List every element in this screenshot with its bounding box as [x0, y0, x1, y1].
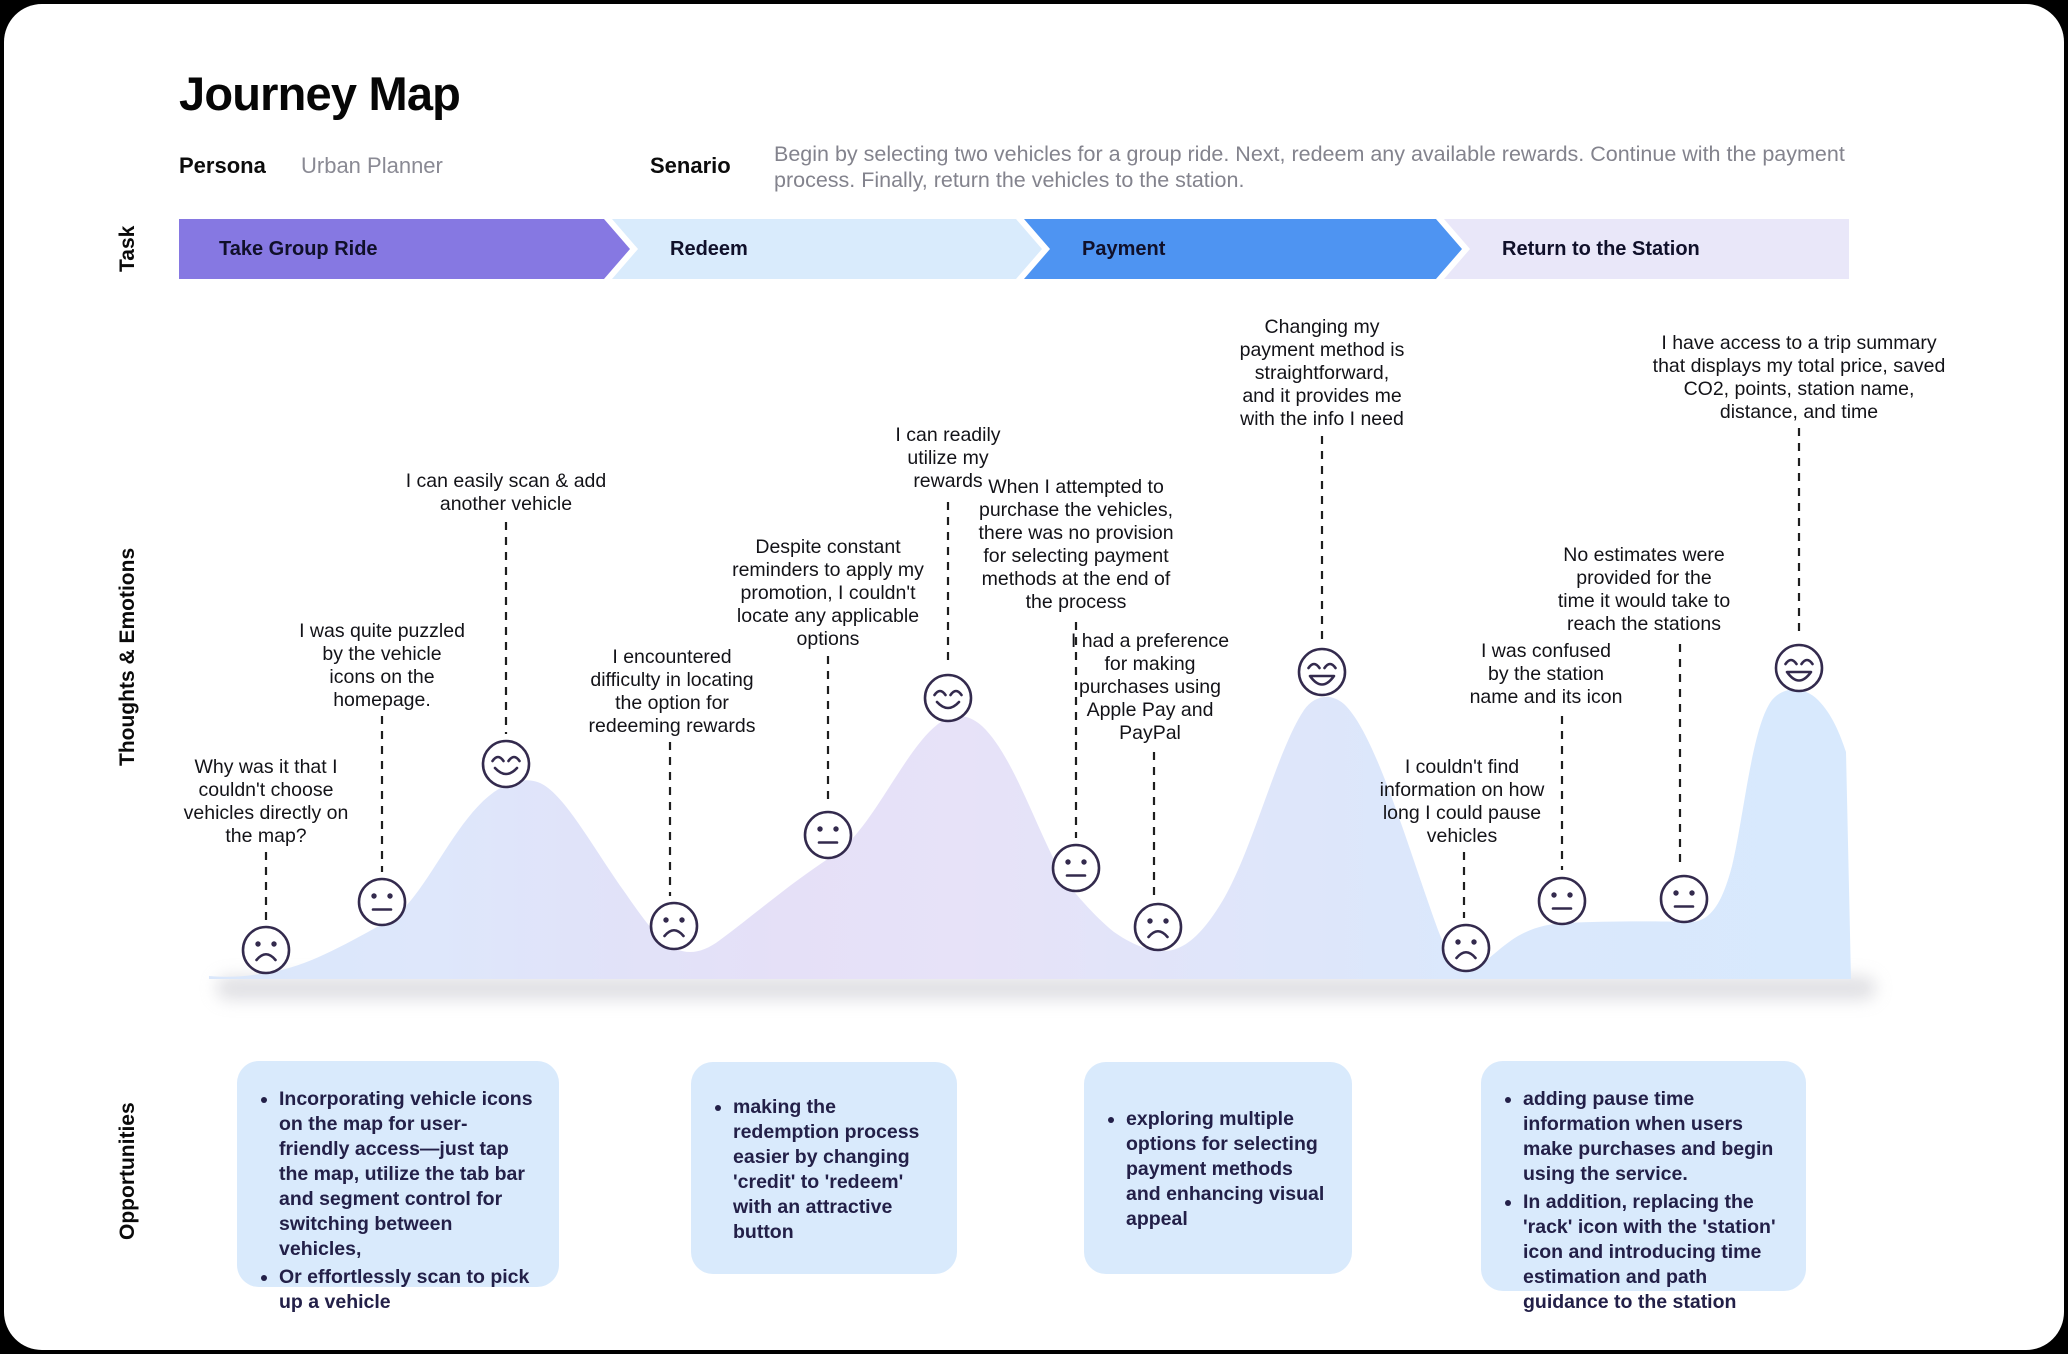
opportunity-item: Incorporating vehicle icons on the map f…: [279, 1087, 537, 1262]
scenario-label: Senario: [650, 153, 731, 178]
happy-face-icon: [923, 673, 973, 723]
neutral-face-icon: [803, 810, 853, 860]
grin-face-icon: [1297, 647, 1347, 697]
page-title: Journey Map: [179, 67, 461, 120]
opportunity-item: adding pause time information when users…: [1523, 1087, 1784, 1187]
task-step-redeem[interactable]: Redeem: [612, 219, 1042, 279]
thought-annotation-13: I have access to a trip summary that dis…: [1652, 332, 1946, 423]
sad-face-icon: [241, 925, 291, 975]
task-step-label: Take Group Ride: [219, 237, 378, 260]
sad-face-icon: [649, 901, 699, 951]
thought-annotation-11: I was confused by the station name and i…: [1469, 640, 1623, 708]
task-step-label: Return to the Station: [1502, 237, 1700, 260]
happy-face-icon: [481, 739, 531, 789]
persona-value: Urban Planner: [301, 153, 443, 178]
task-step-return-to-the-station[interactable]: Return to the Station: [1444, 219, 1849, 279]
journey-map-card: Journey Map Persona Urban Planner Senari…: [4, 4, 2064, 1350]
thought-annotation-6: I can readily utilize my rewards: [895, 424, 1001, 492]
thought-annotation-2: I was quite puzzled by the vehicle icons…: [299, 620, 465, 711]
thought-annotation-4: I encountered difficulty in locating the…: [588, 646, 756, 737]
task-step-label: Redeem: [670, 237, 748, 260]
task-step-label: Payment: [1082, 237, 1166, 260]
thought-annotation-1: Why was it that I couldn't choose vehicl…: [183, 756, 349, 847]
sad-face-icon: [1441, 923, 1491, 973]
neutral-face-icon: [1659, 874, 1709, 924]
opportunity-item: exploring multiple options for selecting…: [1126, 1107, 1330, 1232]
opportunity-item: Or effortlessly scan to pick up a vehicl…: [279, 1265, 537, 1315]
scenario-text: Begin by selecting two vehicles for a gr…: [774, 142, 1845, 192]
opportunity-item: making the redemption process easier by …: [733, 1095, 935, 1245]
opportunity-item: In addition, replacing the 'rack' icon w…: [1523, 1190, 1784, 1315]
thought-annotation-5: Despite constant reminders to apply my p…: [732, 536, 924, 650]
opportunity-box-2: making the redemption process easier by …: [691, 1062, 957, 1274]
grin-face-icon: [1774, 643, 1824, 693]
emotion-curve-area: [209, 689, 1851, 979]
thought-annotation-12: No estimates were provided for the time …: [1557, 544, 1731, 635]
thought-annotation-10: I couldn't find information on how long …: [1379, 756, 1545, 847]
thought-annotation-9: Changing my payment method is straightfo…: [1239, 316, 1405, 430]
sad-face-icon: [1133, 902, 1183, 952]
neutral-face-icon: [357, 877, 407, 927]
curve-shadow: [216, 976, 1876, 1000]
task-step-take-group-ride[interactable]: Take Group Ride: [179, 219, 630, 279]
emotion-curve-canvas: [209, 428, 1876, 1000]
task-step-payment[interactable]: Payment: [1024, 219, 1462, 279]
neutral-face-icon: [1051, 843, 1101, 893]
thought-annotation-7: When I attempted to purchase the vehicle…: [978, 476, 1174, 613]
neutral-face-icon: [1537, 876, 1587, 926]
opportunity-box-3: exploring multiple options for selecting…: [1084, 1062, 1352, 1274]
opportunity-box-4: adding pause time information when users…: [1481, 1061, 1806, 1313]
thought-annotation-8: I had a preference for making purchases …: [1070, 630, 1230, 744]
thought-annotation-3: I can easily scan & add another vehicle: [405, 470, 607, 515]
opportunity-box-1: Incorporating vehicle icons on the map f…: [237, 1061, 559, 1313]
persona-label: Persona: [179, 153, 266, 178]
